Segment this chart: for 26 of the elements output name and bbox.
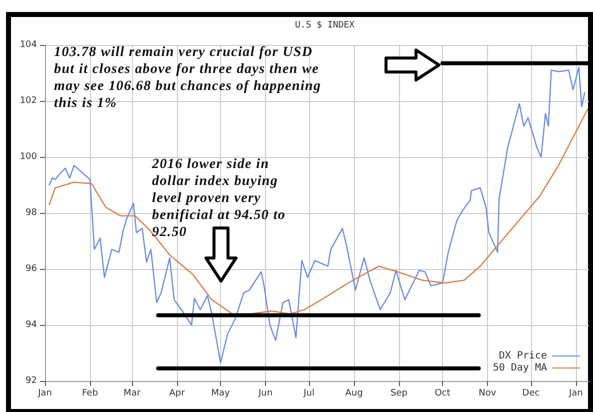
annotation: 103.78 will remain very crucial for USD but it closes above for three days then we may see 106.68 but chances of happening this is 1% [54,44,322,112]
x-tick-label: Nov [478,388,497,398]
legend-label: DX Price [498,350,547,362]
y-tick-label: 96 [26,264,38,274]
y-tick-label: 100 [20,152,38,162]
y-tick-label: 102 [20,96,37,106]
x-tick-label: Mar [124,388,141,398]
x-tick-label: Jun [257,388,273,398]
x-tick-label: Oct [434,388,451,398]
x-tick-label: May [211,388,231,398]
x-tick-label: Dec [522,388,540,398]
x-tick-label: Feb [82,388,98,398]
chart-title: U.S $ INDEX [295,20,356,30]
y-tick-label: 104 [20,40,38,50]
x-tick-label: Sep [390,388,408,398]
x-tick-label: Aug [345,388,363,398]
y-tick-label: 98 [26,208,38,218]
x-tick-label: Jan [568,388,583,398]
x-tick-label: Apr [169,388,186,398]
x-tick-label: Jan [37,388,52,398]
annotation: 2016 lower side in dollar index buying level proven very benificial at 94.50 to 92.50 [152,156,287,241]
y-tick-label: 92 [26,376,37,386]
line-series [48,108,588,314]
legend-label: 50 Day MA [492,362,547,374]
x-tick-label: Jul [302,388,314,398]
y-tick-label: 94 [26,320,38,330]
